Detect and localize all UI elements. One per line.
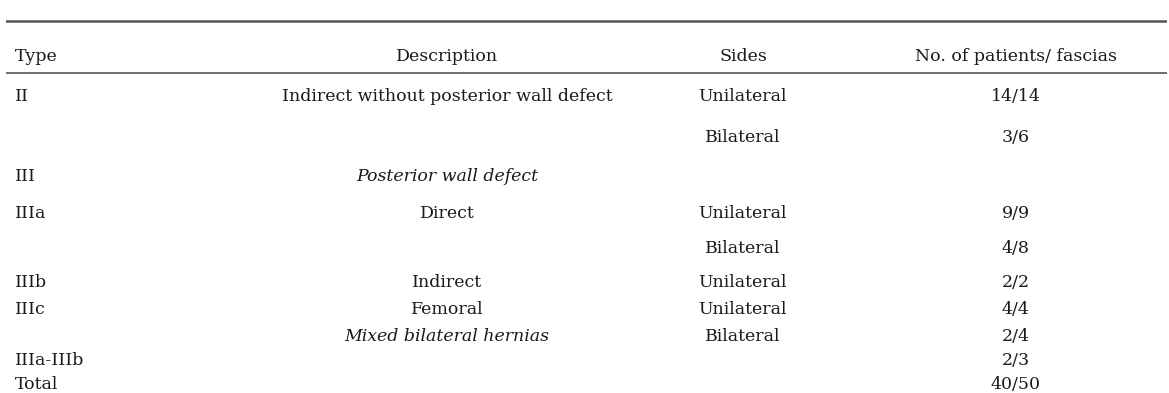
Text: Type: Type [15, 48, 58, 64]
Text: 40/50: 40/50 [991, 376, 1040, 393]
Text: Femoral: Femoral [410, 301, 483, 318]
Text: 9/9: 9/9 [1002, 205, 1030, 222]
Text: Sides: Sides [719, 48, 767, 64]
Text: Bilateral: Bilateral [705, 129, 781, 146]
Text: Unilateral: Unilateral [699, 301, 787, 318]
Text: IIIc: IIIc [15, 301, 46, 318]
Text: 4/8: 4/8 [1002, 240, 1030, 257]
Text: Bilateral: Bilateral [705, 328, 781, 345]
Text: Unilateral: Unilateral [699, 205, 787, 222]
Text: Unilateral: Unilateral [699, 274, 787, 291]
Text: Direct: Direct [420, 205, 475, 222]
Text: IIIb: IIIb [15, 274, 47, 291]
Text: IIIa: IIIa [15, 205, 47, 222]
Text: 4/4: 4/4 [1002, 301, 1030, 318]
Text: 2/2: 2/2 [1002, 274, 1030, 291]
Text: II: II [15, 88, 29, 105]
Text: III: III [15, 168, 36, 185]
Text: 3/6: 3/6 [1002, 129, 1030, 146]
Text: 14/14: 14/14 [991, 88, 1040, 105]
Text: Description: Description [396, 48, 498, 64]
Text: IIIa-IIIb: IIIa-IIIb [15, 353, 84, 369]
Text: Mixed bilateral hernias: Mixed bilateral hernias [345, 328, 549, 345]
Text: Posterior wall defect: Posterior wall defect [355, 168, 538, 185]
Text: No. of patients/ fascias: No. of patients/ fascias [915, 48, 1116, 64]
Text: Unilateral: Unilateral [699, 88, 787, 105]
Text: 2/3: 2/3 [1002, 353, 1030, 369]
Text: 2/4: 2/4 [1002, 328, 1030, 345]
Text: Bilateral: Bilateral [705, 240, 781, 257]
Text: Indirect: Indirect [411, 274, 482, 291]
Text: Indirect without posterior wall defect: Indirect without posterior wall defect [282, 88, 613, 105]
Text: Total: Total [15, 376, 58, 393]
